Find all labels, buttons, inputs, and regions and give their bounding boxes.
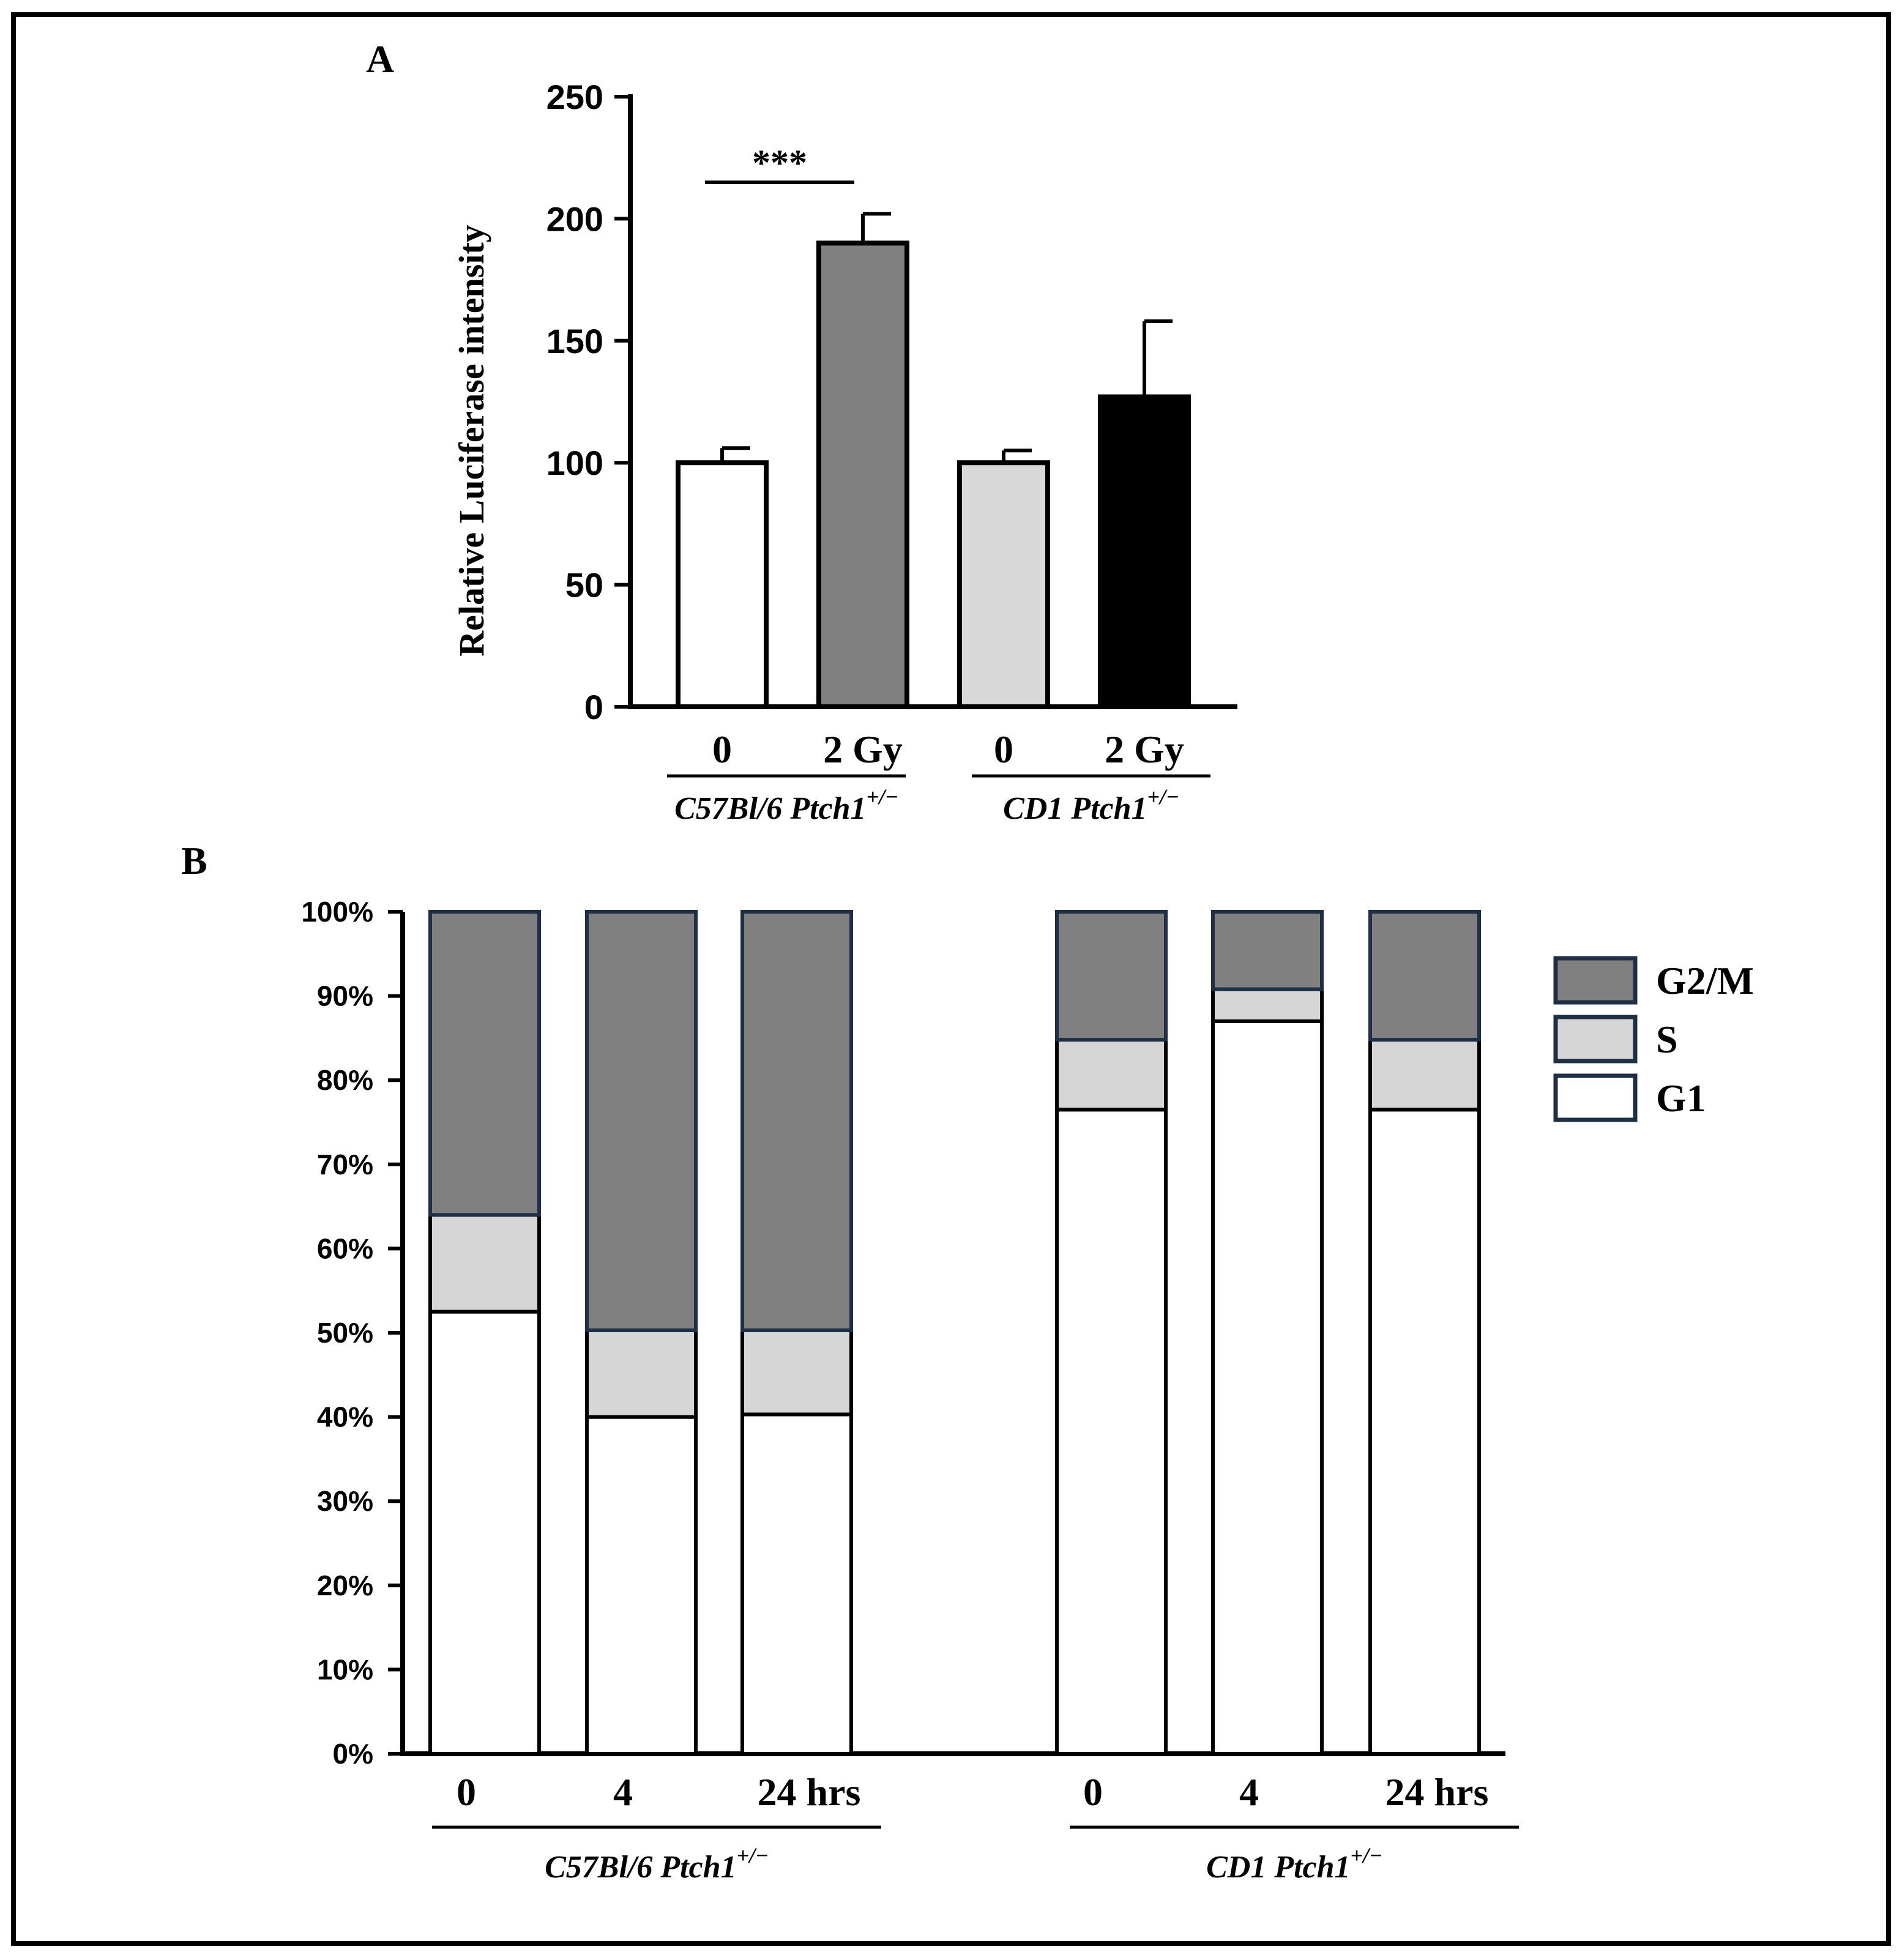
panel-a-category-label: 0 [712,728,732,771]
panel-b-legend-label: S [1656,1018,1678,1061]
panel-b-y-tick-label: 100% [301,896,373,928]
panel-a-y-tick-label: 100 [546,444,603,482]
panel-b-bar-segment-g2m [1211,910,1324,991]
panel-b-legend-label: G1 [1656,1076,1706,1120]
panel-a-category-label: 2 Gy [823,728,903,771]
panel-a-y-axis-label: Relative Luciferase intensity [452,225,491,657]
panel-b-y-tick-label: 90% [317,980,373,1012]
panel-b-bar-segment-g2m [585,910,698,1332]
panel-b-category-label: 24 hrs [758,1770,861,1814]
panel-b-bar-segment-g2m [1368,910,1481,1042]
panel-b: B 0% 10% 20% 30% 40% 50% 60% 70% 80% 90% 100% 0 4 24… [181,839,1754,1885]
panel-b-y-tick-label: 0% [333,1738,373,1770]
panel-b-y-tick-label: 10% [317,1653,373,1685]
panel-b-y-tick-label: 50% [317,1317,373,1349]
panel-b-category-label: 24 hrs [1385,1770,1489,1814]
panel-b-category-label: 4 [613,1770,633,1814]
panel-b-y-tick-label: 40% [317,1401,373,1433]
panel-b-category-label: 0 [1083,1770,1103,1814]
panel-b-y-tick-label: 60% [317,1232,373,1264]
panel-b-y-tick-label: 20% [317,1570,373,1601]
panel-b-bar-segment-s [1368,1038,1481,1112]
panel-b-category-label: 4 [1239,1770,1259,1814]
panel-a-y-tick-label: 0 [584,688,603,726]
panel-b-y-tick-label: 30% [317,1485,373,1517]
panel-b-bar-segment-g1 [1368,1108,1481,1756]
panel-b-legend-swatch [1553,1073,1638,1122]
panel-a-group-label: C57Bl/6 Ptch1+/− [674,784,898,826]
panel-b-bar-segment-s [428,1213,541,1314]
panel-a-y-tick-label: 150 [546,322,603,360]
panel-b-legend-swatch [1553,956,1638,1005]
panel-b-y-tick-label: 80% [317,1064,373,1096]
panel-a-category-label: 0 [994,728,1013,771]
panel-a-group-label: CD1 Ptch1+/− [1003,784,1179,826]
panel-a-bar [676,460,769,709]
panel-a-group-label-text: CD1 Ptch1 [1003,791,1147,826]
panel-b-bar-segment-s [740,1328,853,1417]
panel-a-y-tick-label: 250 [546,78,603,116]
panel-a: A Relative Luciferase intensity 0 50 100 15… [366,37,1237,826]
panel-b-bar-segment-s [585,1328,698,1419]
panel-b-group-label: CD1 Ptch1+/− [1206,1843,1382,1885]
panel-b-bar-segment-g1 [1055,1108,1168,1756]
panel-b-legend: G2/M S G1 [1553,956,1754,1122]
panel-b-group-label: C57Bl/6 Ptch1+/− [545,1843,769,1885]
panel-b-bar-segment-s [1211,987,1324,1023]
panel-b-y-tick-label: 70% [317,1149,373,1180]
panel-b-bar-segment-g1 [740,1412,853,1756]
panel-a-group-label-superscript: +/− [1147,784,1179,809]
panel-a-letter: A [366,37,394,81]
panel-a-bars: *** [676,143,1191,709]
panel-a-y-tick-label: 200 [546,199,603,238]
panel-a-group-label-text: C57Bl/6 Ptch1 [674,791,866,826]
panel-a-significance-label: *** [752,143,807,183]
panel-b-legend-swatch [1553,1015,1638,1064]
panel-a-bar [957,460,1050,709]
panel-b-group-label-superscript: +/− [737,1843,769,1868]
panel-b-group-label-text: CD1 Ptch1 [1206,1850,1350,1885]
panel-b-letter: B [181,839,207,882]
panel-a-group-label-superscript: +/− [867,784,898,809]
panel-b-bar-segment-g2m [740,910,853,1332]
panel-a-category-label: 2 Gy [1105,728,1184,771]
panel-a-axes: 0 50 100 150 200 250 [546,78,1237,726]
panel-b-bar-segment-g1 [1211,1019,1324,1756]
panel-b-bars [428,910,1481,1756]
panel-b-bar-segment-g2m [1055,910,1168,1042]
panel-a-bar [1098,394,1191,709]
panel-b-axes: 0% 10% 20% 30% 40% 50% 60% 70% 80% 90% 100% [301,896,1505,1770]
panel-b-category-label: 0 [457,1770,476,1814]
panel-b-group-label-text: C57Bl/6 Ptch1 [545,1850,736,1885]
panel-b-bar-segment-s [1055,1038,1168,1112]
panel-b-bar-segment-g1 [428,1310,541,1756]
panel-a-y-tick-label: 50 [565,566,603,605]
panel-b-bar-segment-g1 [585,1415,698,1756]
panel-b-legend-label: G2/M [1656,959,1754,1002]
panel-b-group-label-superscript: +/− [1351,1843,1382,1868]
panel-a-bar [816,240,909,709]
panel-b-bar-segment-g2m [428,910,541,1217]
